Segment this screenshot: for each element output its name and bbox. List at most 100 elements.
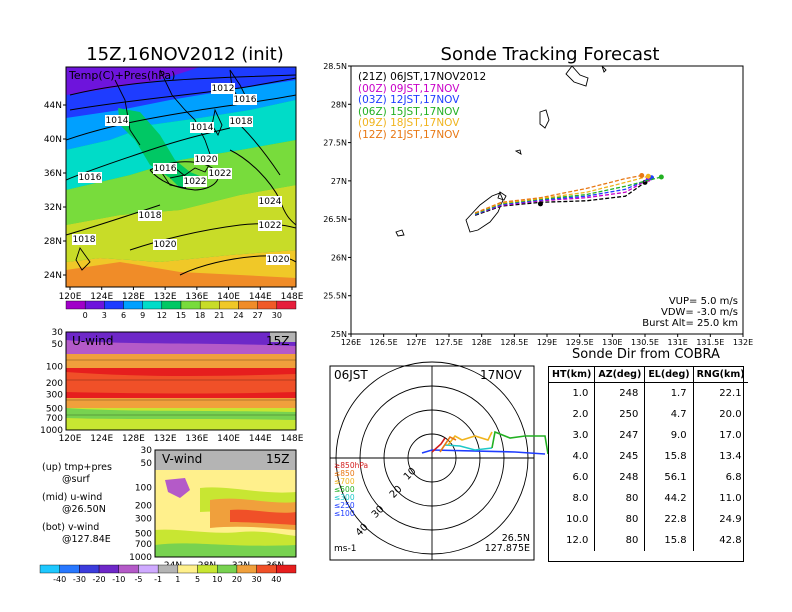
top-xtick-label: 144E	[249, 292, 272, 302]
bot-xtick-label: 32N	[232, 561, 250, 571]
table-cell: 24.9	[692, 509, 748, 530]
top-ytick-label: 28N	[44, 237, 62, 247]
level-legend-item: ≥850hPa	[334, 461, 369, 470]
table-cell: 4.7	[644, 404, 694, 425]
track-xtick-label: 131.5E	[696, 338, 724, 347]
pressure-label-bg	[183, 176, 207, 187]
polar-unit: ms-1	[334, 544, 357, 554]
pressure-label: 1016	[154, 164, 177, 174]
bot-xtick-label: 36N	[266, 561, 284, 571]
table-cell: 1.0	[572, 388, 589, 399]
table-cell: 4.0	[572, 451, 589, 462]
track-legend-item: (00Z) 09JST,17NOV	[358, 82, 460, 95]
top-ytick-label: 24N	[44, 271, 62, 281]
top-xtick-label: 132E	[154, 292, 177, 302]
pressure-label: 1018	[73, 235, 96, 245]
pressure-label-bg	[138, 210, 162, 221]
table-cell: 9.0	[644, 425, 694, 446]
table-row: 4.0 245 15.8 13.4	[549, 446, 748, 467]
bot-ytick-label: 300	[135, 514, 152, 524]
pressure-label: 1022	[184, 177, 207, 187]
pressure-label: 1022	[209, 169, 232, 179]
table-row: 12.0 80 15.8 42.8	[549, 530, 748, 551]
pressure-label: 1020	[154, 240, 177, 250]
pressure-label-bg	[194, 154, 218, 165]
pressure-label: 1016	[79, 173, 102, 183]
bot-panel-label: V-wind	[162, 452, 203, 466]
bot-ytick-label: 700	[135, 540, 152, 550]
pressure-label: 1014	[106, 116, 129, 126]
bot-ytick-label: 50	[141, 459, 153, 469]
mid-xtick-label: 132E	[154, 434, 177, 444]
bot-ytick-label: 100	[135, 483, 152, 493]
pressure-label-bg	[78, 172, 102, 183]
track-ytick-label: 28.5N	[323, 62, 347, 71]
track-xtick-label: 127.5E	[435, 338, 463, 347]
pressure-label: 1020	[267, 255, 290, 265]
track-xtick-label: 128E	[472, 338, 492, 347]
mid-panel-time: 15Z	[266, 334, 290, 348]
pressure-label-bg	[72, 234, 96, 245]
track-ytick-label: 27N	[331, 177, 347, 186]
table-row: 2.0 250 4.7 20.0	[549, 404, 748, 425]
bot-ytick-label: 30	[141, 446, 153, 456]
track-xtick-label: 131E	[668, 338, 688, 347]
table-header-cell: EL(deg)	[644, 367, 694, 383]
track-xtick-label: 130.5E	[631, 338, 659, 347]
mid-xtick-label: 124E	[90, 434, 113, 444]
table-cell: 12.0	[566, 535, 589, 546]
polar-location: 26.5N 127.875E	[470, 534, 530, 554]
pressure-label-bg	[258, 220, 282, 231]
track-legend-item: (03Z) 12JST,17NOV	[358, 94, 460, 106]
track-xtick-label: 128.5E	[500, 338, 528, 347]
pressure-label: 1012	[212, 84, 235, 94]
table-cell: 11.0	[692, 488, 748, 509]
mid-xtick-label: 120E	[59, 434, 82, 444]
note-up-line1: (up) tmp+pres	[42, 462, 112, 473]
mid-xtick-label: 144E	[249, 434, 272, 444]
pressure-label-bg	[105, 115, 129, 126]
table-row: 1.0 248 1.7 22.1	[549, 382, 748, 404]
note-mid-line2: @26.50N	[62, 504, 106, 515]
table-header-cell: RNG(km)	[692, 367, 748, 383]
track-xtick-label: 130E	[602, 338, 622, 347]
table-cell: 80	[594, 509, 645, 530]
track-xtick-label: 129E	[537, 338, 557, 347]
pressure-label-bg	[258, 196, 282, 207]
temperature-field	[66, 67, 296, 287]
notes-up: (up) tmp+pres @surf	[42, 462, 112, 486]
notes-mid: (mid) u-wind @26.50N	[42, 492, 106, 516]
track-xtick-label: 129.5E	[566, 338, 594, 347]
table-header-cell: AZ(deg)	[594, 367, 645, 383]
notes-bot: (bot) v-wind @127.84E	[42, 522, 111, 546]
track-xtick-label: 126.5E	[370, 338, 398, 347]
track-legend-item: (12Z) 21JST,17NOV	[358, 128, 460, 141]
mid-ytick-label: 100	[46, 362, 63, 372]
table-cell: 6.0	[572, 472, 589, 483]
pressure-label-bg	[153, 239, 177, 250]
table-cell: 15.8	[644, 446, 694, 467]
mid-ytick-label: 500	[46, 404, 63, 414]
table-row: 3.0 247 9.0 17.0	[549, 425, 748, 446]
table-cell: 42.8	[692, 530, 748, 551]
pressure-label-bg	[190, 122, 214, 133]
level-legend-item: ≤850	[334, 469, 355, 478]
pressure-label-bg	[208, 168, 232, 179]
track-ytick-label: 25.5N	[323, 292, 347, 301]
table-cell: 17.0	[692, 425, 748, 446]
track-legend-item: (06Z) 15JST,17NOV	[358, 105, 460, 118]
polar-time: 06JST	[334, 368, 368, 382]
table-cell: 10.0	[566, 514, 589, 525]
track-ytick-label: 28N	[331, 100, 347, 109]
bot-panel-time: 15Z	[266, 452, 290, 466]
pressure-label-bg	[233, 94, 257, 105]
top-ytick-label: 32N	[44, 203, 62, 213]
top-xtick-label: 128E	[122, 292, 145, 302]
mid-xtick-label: 148E	[281, 434, 304, 444]
level-legend-item: ≤700	[334, 477, 355, 486]
table-cell: 250	[594, 404, 645, 425]
pressure-label: 1018	[230, 117, 253, 127]
track-ytick-label: 26.5N	[323, 215, 347, 224]
